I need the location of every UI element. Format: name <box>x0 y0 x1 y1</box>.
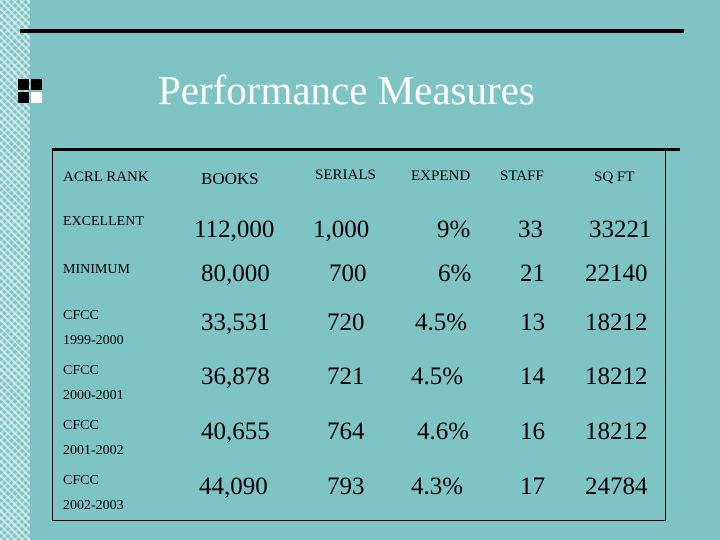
decorative-stripe <box>0 0 30 540</box>
header-sq-ft: SQ FT <box>594 169 635 185</box>
header-serials: SERIALS <box>315 167 376 183</box>
header-staff: STAFF <box>500 168 544 184</box>
cell-staff: 14 <box>520 363 545 390</box>
cell-staff: 16 <box>520 418 545 445</box>
cell-serials: 793 <box>327 473 365 500</box>
cell-staff: 13 <box>520 309 545 336</box>
header-books: BOOKS <box>201 169 259 188</box>
cell-books: 33,531 <box>201 309 270 336</box>
cell-expend: 4.5% <box>415 309 468 336</box>
cell-serials: 764 <box>327 418 365 445</box>
header-expend: EXPEND <box>411 168 471 184</box>
cell-sq-ft: 18212 <box>585 418 648 445</box>
cell-expend: 9% <box>437 216 471 243</box>
row-label-excellent: EXCELLENT <box>63 214 144 229</box>
cell-serials: 720 <box>327 309 365 336</box>
cell-sq-ft: 18212 <box>585 363 648 390</box>
cell-books: 36,878 <box>201 363 270 390</box>
header-acrl-rank: ACRL RANK <box>63 169 149 185</box>
cell-serials: 700 <box>329 260 367 287</box>
cell-sq-ft: 22140 <box>585 260 648 287</box>
cell-expend: 6% <box>438 260 472 287</box>
title-bullet-icon <box>18 79 44 105</box>
cell-books: 80,000 <box>201 260 270 287</box>
row-label-line2: 2001-2002 <box>63 443 124 458</box>
title-underline <box>52 148 680 151</box>
row-label-line2: 2000-2001 <box>63 388 124 403</box>
cell-sq-ft: 24784 <box>585 473 648 500</box>
cell-books: 40,655 <box>201 418 270 445</box>
row-label-line2: 1999-2000 <box>63 333 124 348</box>
cell-expend: 4.3% <box>411 473 464 500</box>
row-label-line2: 2002-2003 <box>63 498 124 513</box>
cell-staff: 33 <box>518 216 543 243</box>
cell-books: 44,090 <box>199 473 268 500</box>
row-label-line1: CFCC <box>63 418 99 433</box>
cell-books: 112,000 <box>194 216 275 243</box>
top-rule <box>20 29 684 33</box>
cell-staff: 17 <box>520 473 545 500</box>
cell-sq-ft: 18212 <box>585 309 648 336</box>
row-label-minimum: MINIMUM <box>63 262 130 277</box>
performance-table: ACRL RANK BOOKS SERIALS EXPEND STAFF SQ … <box>52 150 666 521</box>
slide-title: Performance Measures <box>158 67 535 113</box>
cell-serials: 1,000 <box>313 216 370 243</box>
row-label-line1: CFCC <box>63 473 99 488</box>
cell-expend: 4.6% <box>417 418 470 445</box>
cell-serials: 721 <box>327 363 365 390</box>
cell-sq-ft: 33221 <box>589 216 652 243</box>
cell-staff: 21 <box>520 260 545 287</box>
row-label-line1: CFCC <box>63 308 99 323</box>
row-label-line1: CFCC <box>63 363 99 378</box>
cell-expend: 4.5% <box>411 363 464 390</box>
